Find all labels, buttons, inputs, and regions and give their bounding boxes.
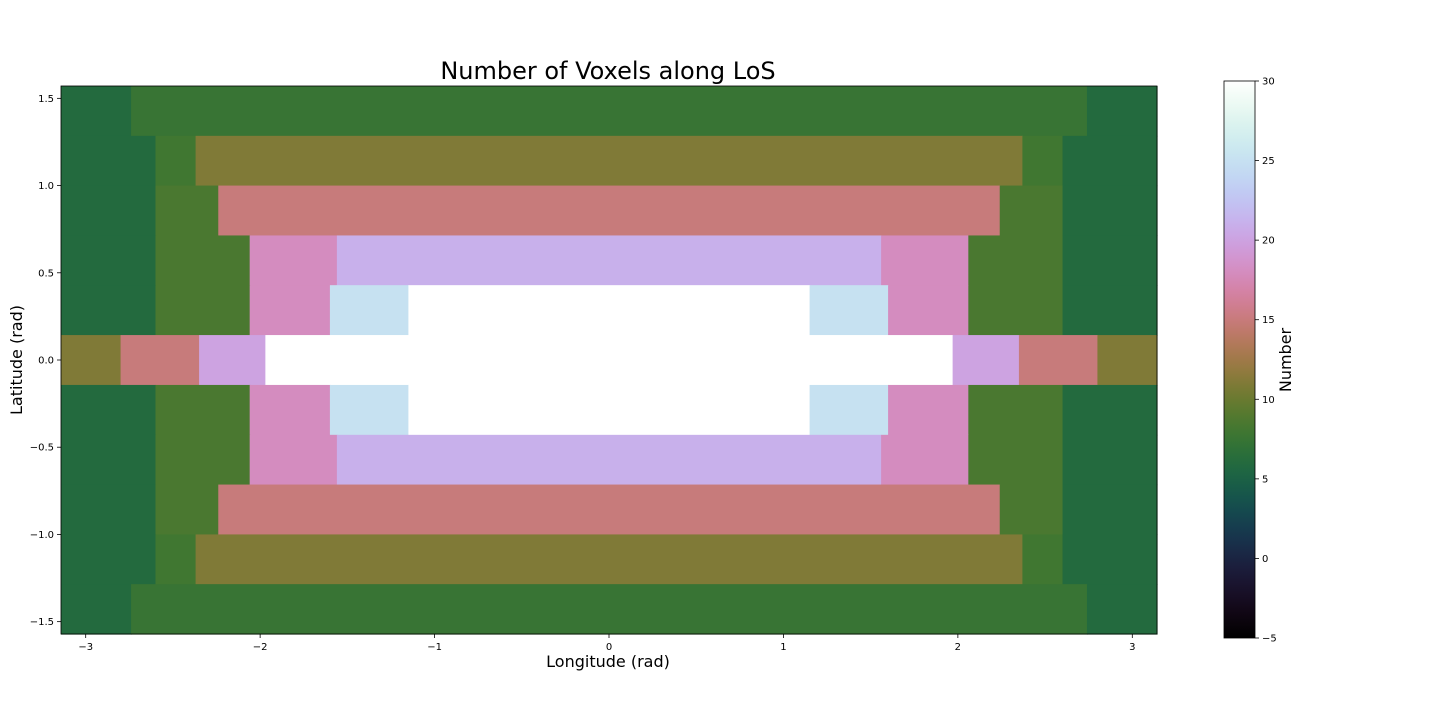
- y-tick-label: −1.5: [30, 617, 54, 628]
- colorbar-tick-label: −5: [1262, 634, 1277, 645]
- colorbar-tick-label: 10: [1262, 395, 1275, 406]
- heatmap-cell: [968, 285, 1064, 336]
- heatmap-cell: [1062, 484, 1158, 536]
- heatmap-cell: [61, 384, 157, 436]
- y-tick-label: 1.5: [38, 94, 54, 105]
- heatmap-cell: [1086, 86, 1158, 137]
- x-tick-label: −1: [427, 642, 442, 653]
- heatmap-cell: [155, 235, 251, 286]
- heatmap-cell: [61, 584, 132, 635]
- heatmap-cell: [1022, 534, 1064, 585]
- heatmap-cell: [329, 285, 410, 336]
- heatmap-cell: [249, 434, 338, 486]
- heatmap-cell: [120, 335, 200, 386]
- heatmap-cell: [1086, 584, 1158, 635]
- x-tick-label: 1: [780, 642, 786, 653]
- heatmap-cell: [61, 534, 157, 585]
- colorbar-tick-label: 5: [1262, 474, 1268, 485]
- x-tick-label: 3: [1129, 642, 1135, 653]
- heatmap-cell: [968, 434, 1064, 486]
- heatmap-cell: [61, 285, 157, 336]
- colorbar-tick-label: 0: [1262, 554, 1268, 565]
- heatmap-cell: [218, 185, 1001, 237]
- heatmap-cell: [968, 384, 1064, 436]
- heatmap-cell: [155, 434, 251, 486]
- heatmap-cell: [155, 135, 197, 187]
- heatmap-cell: [1062, 285, 1158, 336]
- heatmap-cell: [329, 384, 410, 436]
- heatmap-cell: [952, 335, 1020, 386]
- x-axis-ticks: −3 −2 −1 0 1 2 3: [78, 634, 1135, 653]
- heatmap-cell: [61, 135, 157, 187]
- heatmap-cell: [408, 384, 811, 436]
- heatmap-cell: [249, 285, 331, 336]
- heatmap-cell: [218, 484, 1001, 536]
- heatmap-cell: [408, 285, 811, 336]
- colorbar-tick-label: 30: [1262, 77, 1275, 88]
- heatmap-cell: [195, 534, 1024, 585]
- colorbar-tick-label: 15: [1262, 315, 1275, 326]
- colorbar: [1223, 80, 1256, 639]
- heatmap-cell: [881, 434, 969, 486]
- colorbar-label: Number: [1276, 327, 1295, 392]
- heatmap-cell: [155, 534, 197, 585]
- heatmap-cell: [1062, 534, 1158, 585]
- heatmap-cell: [155, 185, 219, 237]
- heatmap-cell: [1022, 135, 1064, 187]
- colorbar-tick-label: 20: [1262, 236, 1275, 247]
- heatmap-cell: [809, 285, 889, 336]
- y-axis-ticks: −1.5 −1.0 −0.5 0.0 0.5 1.0 1.5: [30, 94, 61, 628]
- y-tick-label: −0.5: [30, 443, 54, 454]
- heatmap-cell: [155, 384, 251, 436]
- x-tick-label: −3: [78, 642, 93, 653]
- heatmap-cell: [249, 384, 331, 436]
- heatmap-cell: [1018, 335, 1099, 386]
- y-tick-label: 0.5: [38, 268, 54, 279]
- heatmap-cell: [61, 185, 157, 237]
- colorbar-ticks: −5 0 5 10 15 20 25 30: [1255, 77, 1277, 645]
- x-tick-label: 0: [606, 642, 612, 653]
- heatmap-cell: [336, 235, 882, 286]
- y-axis-label: Latitude (rad): [7, 305, 26, 415]
- heatmap-cell: [809, 384, 889, 436]
- x-tick-label: −2: [253, 642, 268, 653]
- heatmap-cell: [1062, 135, 1158, 187]
- heatmap-cell: [199, 335, 266, 386]
- heatmap-cell: [336, 434, 882, 486]
- chart-title: Number of Voxels along LoS: [440, 57, 775, 85]
- heatmap-cell: [265, 335, 954, 386]
- heatmap-cell: [61, 484, 157, 536]
- heatmap-cell: [131, 584, 1088, 635]
- y-tick-label: 0.0: [38, 356, 54, 367]
- heatmap-cell: [968, 235, 1064, 286]
- heatmap-cell: [61, 335, 122, 386]
- y-tick-label: −1.0: [30, 530, 54, 541]
- heatmap-cell: [155, 484, 219, 536]
- heatmap-cell: [61, 434, 157, 486]
- heatmap-cell: [1097, 335, 1158, 386]
- heatmap-cell: [1062, 384, 1158, 436]
- heatmap-cell: [61, 86, 132, 137]
- heatmap-cell: [61, 235, 157, 286]
- heatmap-cell: [131, 86, 1088, 137]
- heatmap-cell: [249, 235, 338, 286]
- colorbar-tick-label: 25: [1262, 156, 1275, 167]
- heatmap-cell: [195, 135, 1024, 187]
- y-tick-label: 1.0: [38, 181, 54, 192]
- heatmap-cell: [155, 285, 251, 336]
- heatmap-cell: [999, 185, 1064, 237]
- x-axis-label: Longitude (rad): [546, 652, 670, 671]
- heatmap-cell: [888, 285, 969, 336]
- heatmap-cell: [1062, 235, 1158, 286]
- x-tick-label: 2: [955, 642, 961, 653]
- heatmap-cell: [881, 235, 969, 286]
- heatmap-cell: [1062, 185, 1158, 237]
- heatmap-cells: [61, 86, 1158, 635]
- heatmap-cell: [888, 384, 969, 436]
- heatmap-cell: [999, 484, 1064, 536]
- heatmap-cell: [1062, 434, 1158, 486]
